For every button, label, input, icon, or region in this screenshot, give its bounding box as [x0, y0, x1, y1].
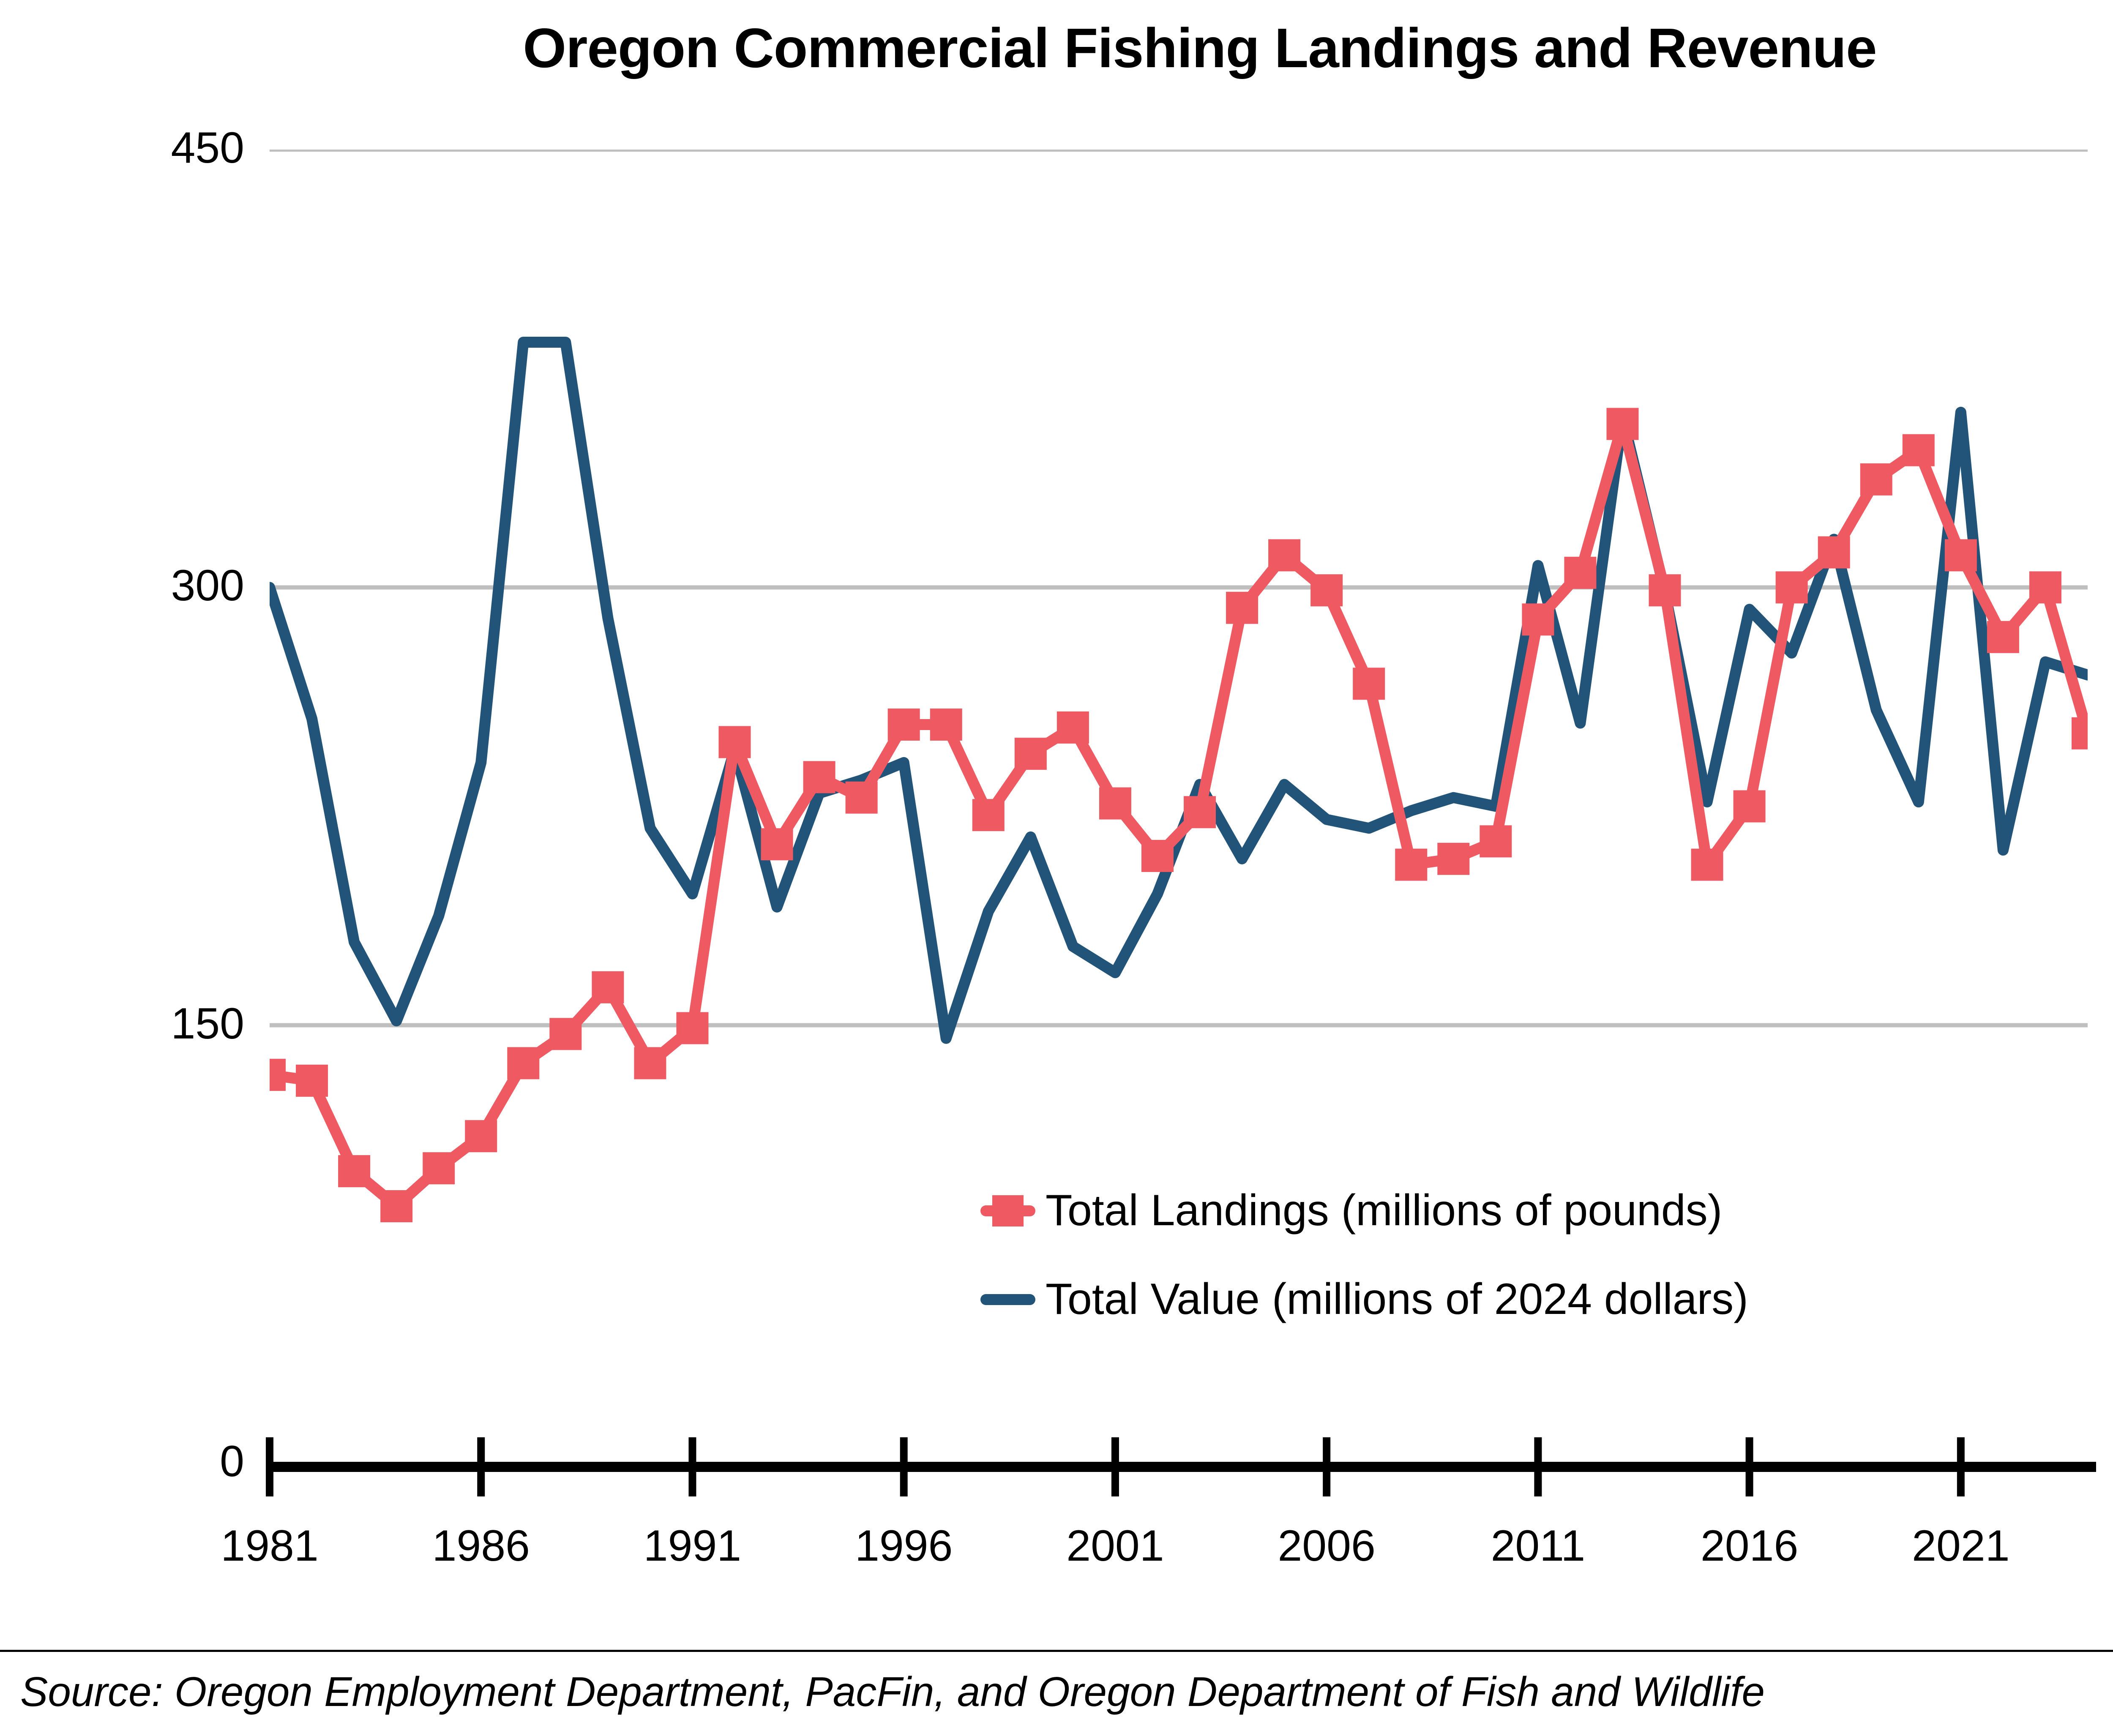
chart-legend: Total Landings (millions of pounds) Tota… [980, 1166, 1995, 1344]
data-point [507, 1047, 540, 1079]
x-tick-label: 1996 [855, 1521, 953, 1570]
data-point [549, 1018, 582, 1050]
data-point [803, 761, 835, 793]
data-point [1099, 787, 1131, 820]
data-point [1437, 842, 1470, 875]
data-point [1606, 408, 1639, 440]
data-point [338, 1155, 371, 1188]
data-point [761, 828, 793, 861]
legend-item-value[interactable]: Total Value (millions of 2024 dollars) [980, 1255, 1995, 1344]
data-point [1733, 790, 1766, 823]
data-point [1056, 711, 1089, 744]
x-tick-label: 1981 [221, 1521, 319, 1570]
legend-marker-value-icon [980, 1274, 1035, 1324]
data-point [423, 1152, 455, 1185]
data-point [380, 1190, 413, 1223]
legend-marker-landings-icon [980, 1185, 1035, 1236]
data-point [270, 1059, 286, 1091]
data-point [1691, 848, 1723, 881]
legend-item-landings[interactable]: Total Landings (millions of pounds) [980, 1166, 1995, 1255]
footer-divider [0, 1650, 2113, 1652]
data-point [1860, 463, 1892, 496]
data-point [1564, 556, 1597, 589]
y-tick-left: 150 [171, 999, 244, 1048]
x-tick-label: 2016 [1700, 1521, 1799, 1570]
data-point [465, 1120, 497, 1153]
data-point [1226, 591, 1259, 624]
y-tick-left: 450 [171, 123, 244, 172]
data-point [1944, 539, 1977, 572]
data-point [1818, 536, 1850, 569]
x-tick-label: 1986 [432, 1521, 530, 1570]
data-point [1268, 539, 1301, 572]
data-point [2072, 717, 2088, 749]
data-point [1395, 848, 1428, 881]
data-point [676, 1012, 709, 1044]
x-tick-label: 2006 [1278, 1521, 1376, 1570]
y-tick-left: 0 [220, 1437, 244, 1486]
data-point [1775, 571, 1808, 604]
x-tick-label: 1991 [643, 1521, 742, 1570]
legend-label-value: Total Value (millions of 2024 dollars) [1046, 1274, 1748, 1324]
data-point [592, 971, 624, 1003]
y-tick-left: 300 [171, 561, 244, 610]
plot-area [270, 150, 2088, 1223]
source-note: Source: Oregon Employment Department, Pa… [20, 1668, 1765, 1715]
x-tick-label: 2001 [1066, 1521, 1164, 1570]
data-point [972, 799, 1005, 831]
data-point [1902, 434, 1935, 466]
x-tick-label: 2011 [1491, 1521, 1586, 1570]
data-point [1014, 738, 1047, 770]
x-axis [266, 1437, 2096, 1496]
x-tick-label: 2021 [1912, 1521, 2010, 1570]
data-point [887, 709, 920, 741]
data-point [1480, 825, 1512, 858]
data-point [845, 781, 878, 814]
data-point [2029, 571, 2061, 604]
data-point [1310, 574, 1343, 607]
legend-label-landings: Total Landings (millions of pounds) [1046, 1185, 1723, 1235]
data-point [930, 709, 962, 741]
data-point [1141, 839, 1174, 872]
data-point [1649, 574, 1681, 607]
data-point [1522, 603, 1554, 636]
page-title: Oregon Commercial Fishing Landings and R… [523, 17, 1877, 79]
data-point [296, 1064, 328, 1097]
data-point [1353, 668, 1385, 700]
data-point [634, 1047, 666, 1079]
data-point [1987, 621, 2019, 653]
data-point [718, 726, 751, 758]
data-point [1184, 796, 1216, 828]
